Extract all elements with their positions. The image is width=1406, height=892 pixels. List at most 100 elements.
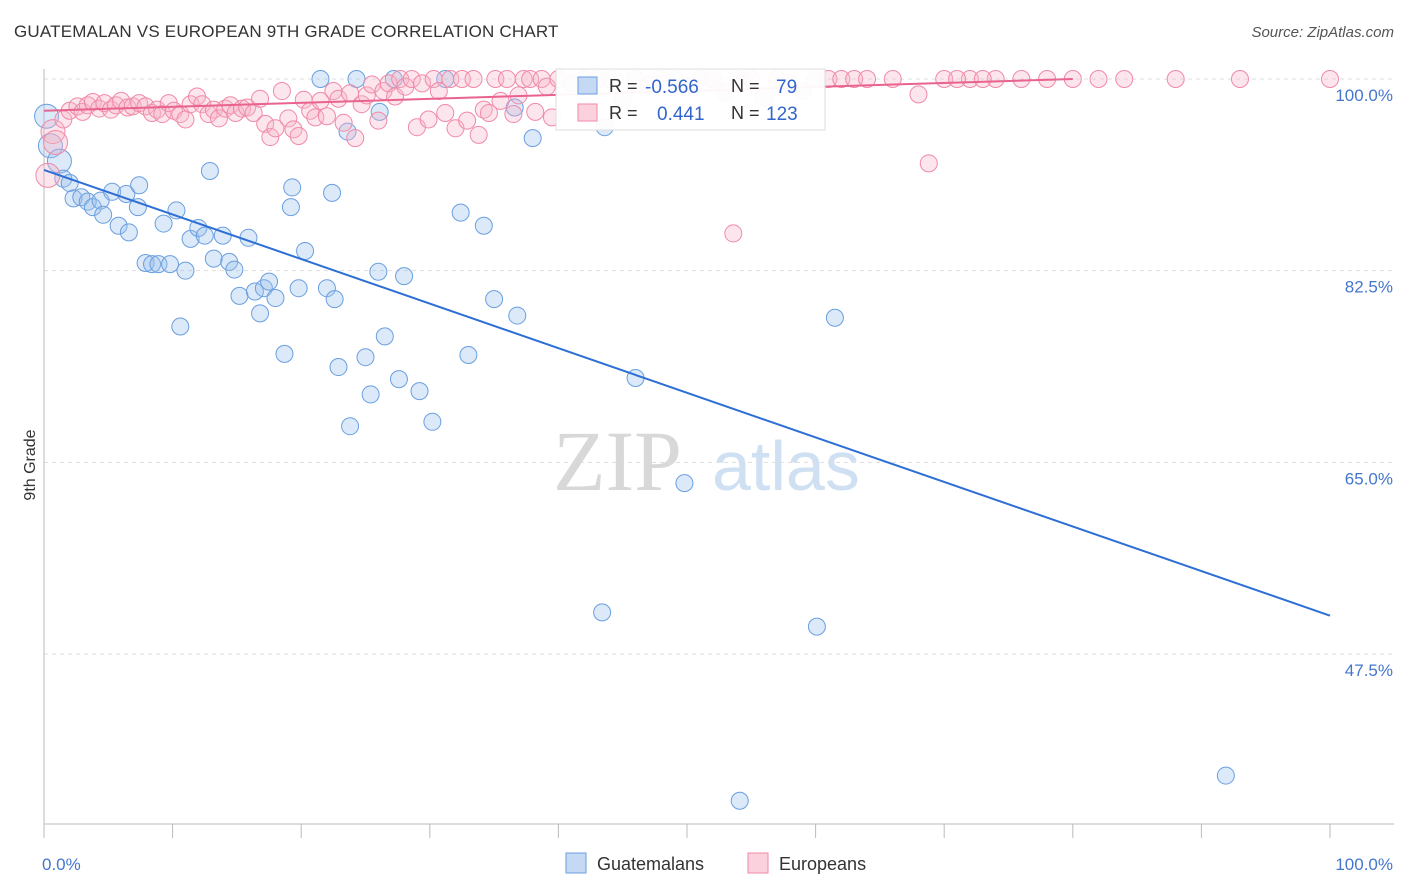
europeans-point	[346, 129, 365, 148]
europeans-point	[402, 70, 421, 88]
guatemalans-point	[154, 214, 173, 233]
bottom-legend-swatch-europeans	[747, 852, 769, 874]
guatemalans-point	[1216, 766, 1235, 785]
europeans-point	[176, 110, 195, 129]
europeans-point	[1115, 70, 1134, 88]
europeans-point	[436, 103, 455, 122]
europeans-point	[724, 224, 743, 243]
europeans-point	[497, 70, 516, 88]
guatemalans-point	[730, 791, 749, 810]
guatemalans-point	[389, 370, 408, 389]
europeans-point	[919, 154, 938, 173]
legend-n-value-europeans: 123	[766, 104, 798, 125]
europeans-point	[329, 89, 348, 108]
guatemalans-point	[485, 290, 504, 309]
guatemalans-point	[275, 344, 294, 363]
guatemalans-point	[204, 249, 223, 268]
europeans-point	[311, 91, 330, 110]
europeans-point	[1089, 70, 1108, 88]
europeans-point	[279, 109, 298, 128]
europeans-point	[1321, 70, 1339, 88]
guatemalans-point	[289, 279, 308, 298]
guatemalans-point	[200, 162, 219, 180]
chart-title: GUATEMALAN VS EUROPEAN 9TH GRADE CORRELA…	[14, 22, 559, 41]
guatemalans-point	[361, 385, 380, 404]
watermark-atlas: atlas	[712, 427, 860, 505]
guatemalans-point	[459, 346, 478, 364]
y-tick-label: 82.5%	[1345, 278, 1393, 297]
europeans-point	[413, 74, 432, 93]
europeans-point	[526, 102, 545, 121]
bottom-legend-europeans: Europeans	[779, 854, 866, 874]
legend-n-value-guatemalans: 79	[776, 77, 797, 98]
guatemalans-point	[171, 317, 190, 336]
y-tick-label: 47.5%	[1345, 661, 1393, 680]
x-tick-label: 100.0%	[1335, 855, 1393, 874]
legend-r-value-europeans: 0.441	[657, 104, 705, 125]
europeans-point	[83, 93, 102, 111]
y-axis-label: 9th Grade	[22, 429, 39, 500]
europeans-point	[1166, 70, 1185, 88]
legend-r-label-1: R =	[609, 76, 638, 96]
bottom-legend-guatemalans: Guatemalans	[597, 854, 704, 874]
trend-layer	[43, 78, 1331, 617]
bottom-legend-swatch-guatemalans	[565, 852, 587, 874]
europeans-point	[266, 119, 285, 138]
europeans-point	[43, 130, 69, 156]
europeans-point	[986, 70, 1005, 88]
guatemalans-point	[94, 205, 113, 224]
guatemalans-point	[64, 189, 83, 208]
guatemalans-point	[266, 289, 285, 308]
europeans-point	[153, 105, 172, 124]
guatemalans-point	[281, 198, 300, 217]
guatemalans-point	[260, 272, 279, 291]
guatemalans-point	[136, 254, 155, 272]
guatemalans-point	[189, 218, 208, 237]
europeans-point	[419, 110, 438, 129]
guatemalans-point	[341, 417, 360, 436]
legend-r-label-2: R =	[609, 103, 638, 123]
guatemalans-point	[825, 308, 844, 327]
series-legend: Guatemalans Europeans	[565, 852, 866, 874]
guatemalans-point	[329, 358, 348, 377]
europeans-point	[464, 70, 483, 88]
europeans-point	[514, 70, 533, 88]
europeans-point	[40, 119, 66, 145]
europeans-point	[973, 70, 992, 88]
guatemalans-point	[109, 216, 128, 235]
europeans-point	[317, 107, 336, 126]
europeans-point	[883, 70, 902, 88]
europeans-point	[272, 82, 291, 101]
guatemalans-point	[78, 192, 97, 211]
guatemalans-point	[369, 262, 388, 281]
guatemalans-point	[117, 185, 136, 203]
guatemalans-trendline	[43, 168, 1331, 617]
europeans-point	[261, 128, 280, 147]
europeans-point	[289, 126, 308, 145]
europeans-point	[832, 70, 851, 88]
europeans-point	[306, 108, 325, 127]
europeans-point	[909, 85, 928, 104]
europeans-point	[35, 162, 61, 188]
europeans-point	[491, 91, 510, 110]
guatemalans-point	[251, 304, 270, 323]
guatemalans-point	[375, 327, 394, 346]
y-tick-label: 65.0%	[1345, 469, 1393, 488]
guatemalans-point	[338, 122, 357, 141]
europeans-point	[504, 105, 523, 124]
guatemalans-point	[230, 286, 249, 305]
guatemalans-point	[807, 617, 826, 636]
guatemalans-point	[283, 178, 302, 197]
guatemalans-point	[83, 198, 102, 217]
source-label: Source: ZipAtlas.com	[1251, 24, 1394, 41]
europeans-point	[858, 70, 877, 88]
guatemalans-point	[508, 306, 527, 325]
guatemalans-point	[296, 241, 315, 260]
guatemalans-point	[195, 226, 214, 245]
stats-legend: R = -0.566 N = 79 R = 0.441 N = 123	[555, 68, 826, 131]
legend-swatch-guatemalans	[577, 76, 598, 95]
guatemalans-point	[311, 70, 330, 88]
x-tick-label: 0.0%	[42, 855, 81, 874]
watermark-zip: ZIP	[553, 413, 682, 509]
